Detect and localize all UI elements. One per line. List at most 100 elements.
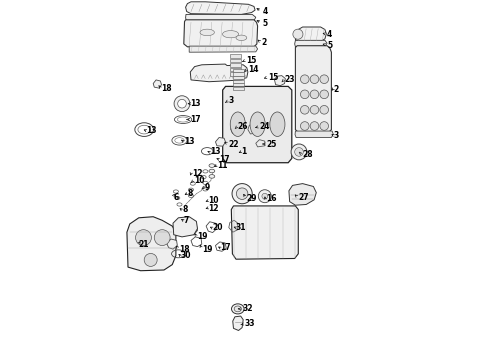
Text: 13: 13 (184, 137, 195, 146)
Ellipse shape (250, 112, 265, 136)
Bar (230, 72, 242, 76)
Text: 3: 3 (229, 96, 234, 105)
Text: 5: 5 (327, 41, 332, 50)
Circle shape (320, 122, 328, 130)
Bar (233, 80, 245, 83)
Text: 12: 12 (208, 204, 219, 212)
Polygon shape (216, 138, 225, 146)
Text: 2: 2 (262, 38, 267, 47)
Text: 23: 23 (285, 76, 295, 85)
Bar (233, 69, 245, 72)
Text: 19: 19 (197, 233, 208, 242)
Circle shape (300, 105, 309, 114)
Circle shape (300, 75, 309, 84)
Text: 26: 26 (238, 122, 248, 131)
Ellipse shape (200, 29, 215, 36)
Text: 17: 17 (220, 243, 231, 252)
Polygon shape (189, 46, 258, 52)
Ellipse shape (236, 35, 247, 41)
Text: 25: 25 (267, 140, 277, 149)
Polygon shape (274, 76, 285, 86)
Circle shape (291, 144, 307, 160)
Ellipse shape (270, 112, 285, 136)
Text: 24: 24 (259, 122, 270, 131)
Circle shape (300, 90, 309, 99)
Ellipse shape (209, 164, 215, 167)
Bar (230, 63, 242, 67)
Circle shape (310, 122, 319, 130)
Text: 13: 13 (146, 126, 156, 135)
Ellipse shape (234, 306, 242, 312)
Circle shape (236, 188, 248, 199)
Text: 3: 3 (334, 131, 339, 140)
Text: 1: 1 (242, 148, 246, 157)
Text: 5: 5 (262, 18, 268, 28)
Text: 10: 10 (194, 176, 204, 185)
Circle shape (294, 148, 303, 156)
Text: 2: 2 (334, 85, 339, 94)
Circle shape (293, 29, 303, 39)
Polygon shape (186, 2, 255, 14)
Circle shape (310, 90, 319, 99)
Bar (230, 54, 242, 58)
Polygon shape (222, 86, 292, 163)
Bar (233, 83, 245, 86)
Circle shape (258, 190, 271, 203)
Text: 33: 33 (245, 320, 255, 328)
Text: 14: 14 (248, 65, 258, 74)
Circle shape (310, 75, 319, 84)
Text: 13: 13 (190, 99, 201, 108)
Circle shape (320, 90, 328, 99)
Circle shape (136, 230, 151, 246)
Text: 20: 20 (212, 223, 222, 232)
Ellipse shape (231, 304, 244, 314)
Ellipse shape (230, 112, 245, 136)
Text: 18: 18 (179, 245, 190, 253)
Text: 28: 28 (302, 150, 313, 159)
Text: 27: 27 (298, 193, 309, 202)
Circle shape (262, 193, 268, 199)
Polygon shape (184, 20, 258, 47)
Text: 8: 8 (182, 205, 187, 214)
Polygon shape (295, 131, 333, 138)
Bar (233, 72, 245, 76)
Ellipse shape (222, 31, 239, 38)
Text: 6: 6 (173, 193, 178, 202)
Text: 9: 9 (205, 183, 210, 192)
Text: 29: 29 (247, 194, 257, 202)
Text: 10: 10 (208, 197, 219, 205)
Text: 7: 7 (184, 216, 189, 225)
Polygon shape (295, 46, 331, 133)
Text: 18: 18 (162, 84, 172, 93)
Polygon shape (233, 316, 243, 330)
Polygon shape (153, 80, 162, 88)
Polygon shape (289, 184, 316, 205)
Polygon shape (186, 14, 256, 21)
Text: 16: 16 (266, 194, 276, 203)
Text: 11: 11 (217, 161, 227, 170)
Circle shape (174, 96, 190, 112)
Text: 4: 4 (327, 30, 332, 39)
Circle shape (300, 122, 309, 130)
Text: 15: 15 (245, 56, 256, 65)
Text: 31: 31 (236, 223, 246, 232)
Polygon shape (127, 217, 176, 271)
Text: 30: 30 (181, 251, 192, 260)
Text: 19: 19 (202, 245, 213, 253)
Circle shape (320, 105, 328, 114)
Circle shape (154, 230, 170, 246)
Circle shape (310, 105, 319, 114)
Ellipse shape (209, 169, 215, 173)
Polygon shape (295, 27, 326, 42)
Circle shape (232, 184, 252, 204)
Text: 15: 15 (269, 73, 279, 82)
Text: 8: 8 (187, 189, 193, 198)
Polygon shape (294, 40, 327, 47)
Bar (233, 76, 245, 79)
Text: 12: 12 (192, 169, 202, 178)
Bar (230, 68, 242, 71)
Circle shape (178, 99, 186, 108)
Text: 32: 32 (242, 305, 253, 313)
Polygon shape (231, 206, 298, 259)
Text: 17: 17 (219, 155, 230, 163)
